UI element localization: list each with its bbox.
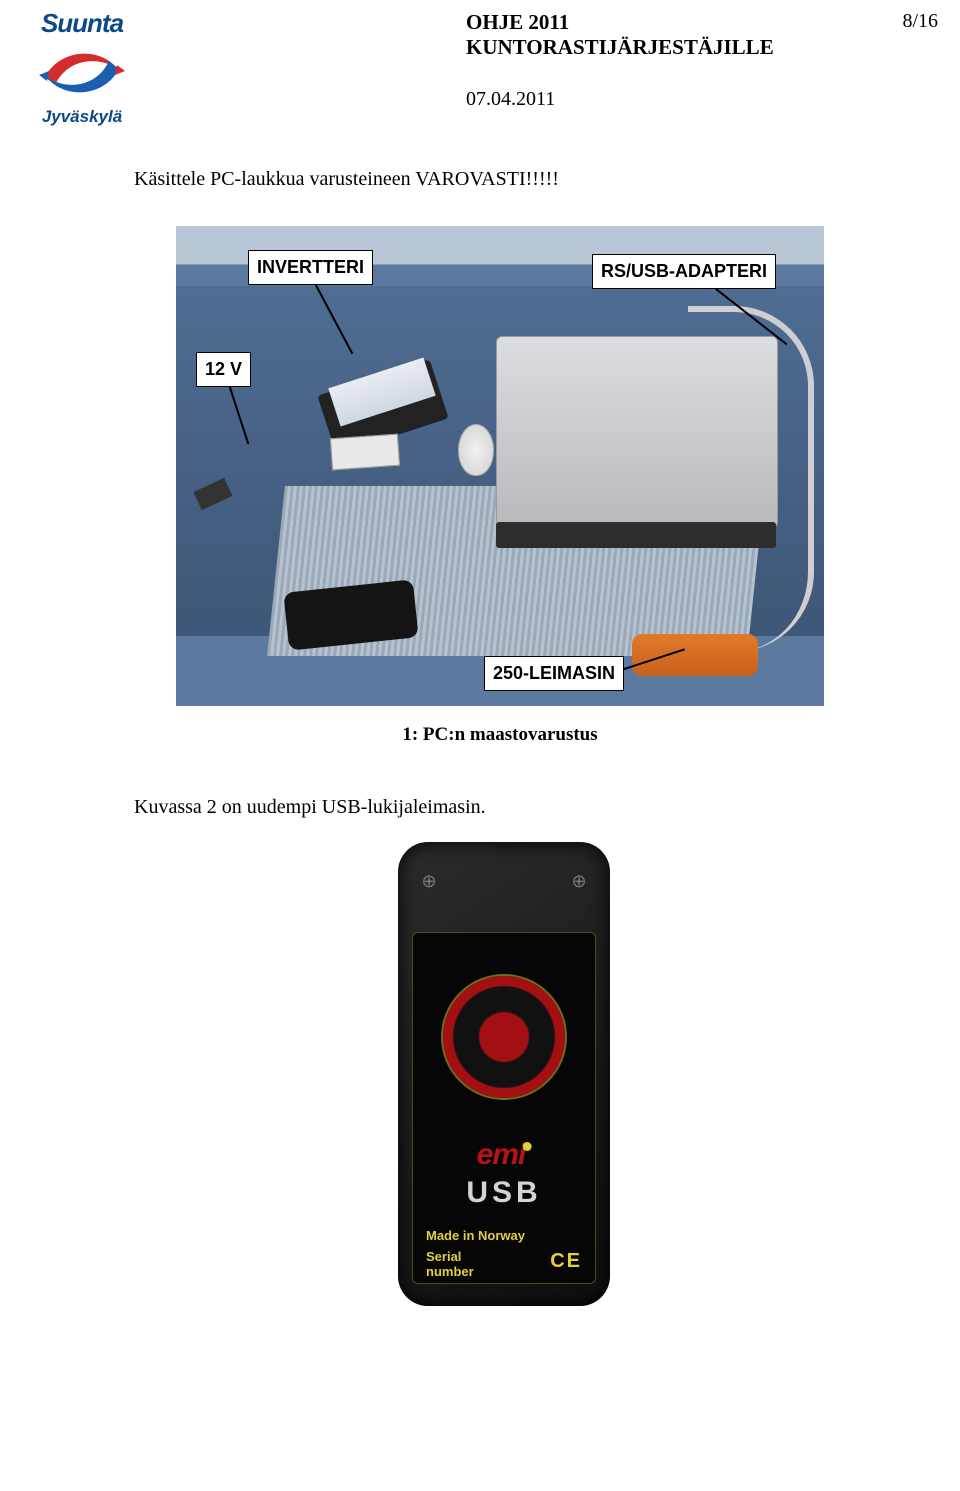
product-label: USB xyxy=(466,1176,541,1210)
logo-bottom-text: Jyväskylä xyxy=(22,107,142,127)
callout-250-leimasin: 250-LEIMASIN xyxy=(484,656,624,691)
figure-2: ⊕ ⊕ emi USB Made in Norway Serial number… xyxy=(390,836,618,1312)
callout-invertteri: INVERTTERI xyxy=(248,250,373,285)
header-title-line2: KUNTORASTIJÄRJESTÄJILLE xyxy=(466,35,774,59)
serial-line2: number xyxy=(426,1264,474,1279)
page-number: 8/16 xyxy=(902,10,938,33)
laptop-rear xyxy=(496,522,776,548)
figure-1-image: INVERTTERI RS/USB-ADAPTERI 12 V 250-LEIM… xyxy=(176,226,824,706)
page: Suunta Jyväskylä OHJE 2011 KUNTORASTIJÄR… xyxy=(0,0,960,1491)
brand-dot-icon xyxy=(522,1142,531,1151)
made-in-label: Made in Norway xyxy=(426,1228,525,1243)
brand-text: emi xyxy=(477,1138,526,1171)
header-date: 07.04.2011 xyxy=(466,88,555,111)
figure-1: INVERTTERI RS/USB-ADAPTERI 12 V 250-LEIM… xyxy=(176,226,824,746)
screw-icon: ⊕ xyxy=(570,872,588,890)
logo: Suunta Jyväskylä xyxy=(22,8,142,127)
header-title-line1: OHJE 2011 xyxy=(466,10,569,34)
screw-icon: ⊕ xyxy=(420,872,438,890)
mouse xyxy=(458,424,494,476)
logo-graphic xyxy=(39,41,125,105)
body-text-2: Kuvassa 2 on uudempi USB-lukijaleimasin. xyxy=(134,796,486,819)
punch-250 xyxy=(632,634,758,676)
figure-2-image: ⊕ ⊕ emi USB Made in Norway Serial number… xyxy=(390,836,618,1312)
callout-rsusb: RS/USB-ADAPTERI xyxy=(592,254,776,289)
serial-line1: Serial xyxy=(426,1249,461,1264)
ce-mark: CE xyxy=(550,1250,582,1273)
figure-1-caption: 1: PC:n maastovarustus xyxy=(176,724,824,746)
brand-logo: emi xyxy=(477,1138,532,1172)
inverter-socket xyxy=(330,434,400,471)
laptop xyxy=(496,336,778,528)
serial-label: Serial number xyxy=(426,1250,474,1280)
logo-top-text: Suunta xyxy=(22,8,142,39)
header-title: OHJE 2011 KUNTORASTIJÄRJESTÄJILLE xyxy=(466,10,774,60)
body-text-1: Käsittele PC-laukkua varusteineen VAROVA… xyxy=(134,168,559,191)
callout-12v: 12 V xyxy=(196,352,251,387)
reader-target-ring xyxy=(443,976,565,1098)
